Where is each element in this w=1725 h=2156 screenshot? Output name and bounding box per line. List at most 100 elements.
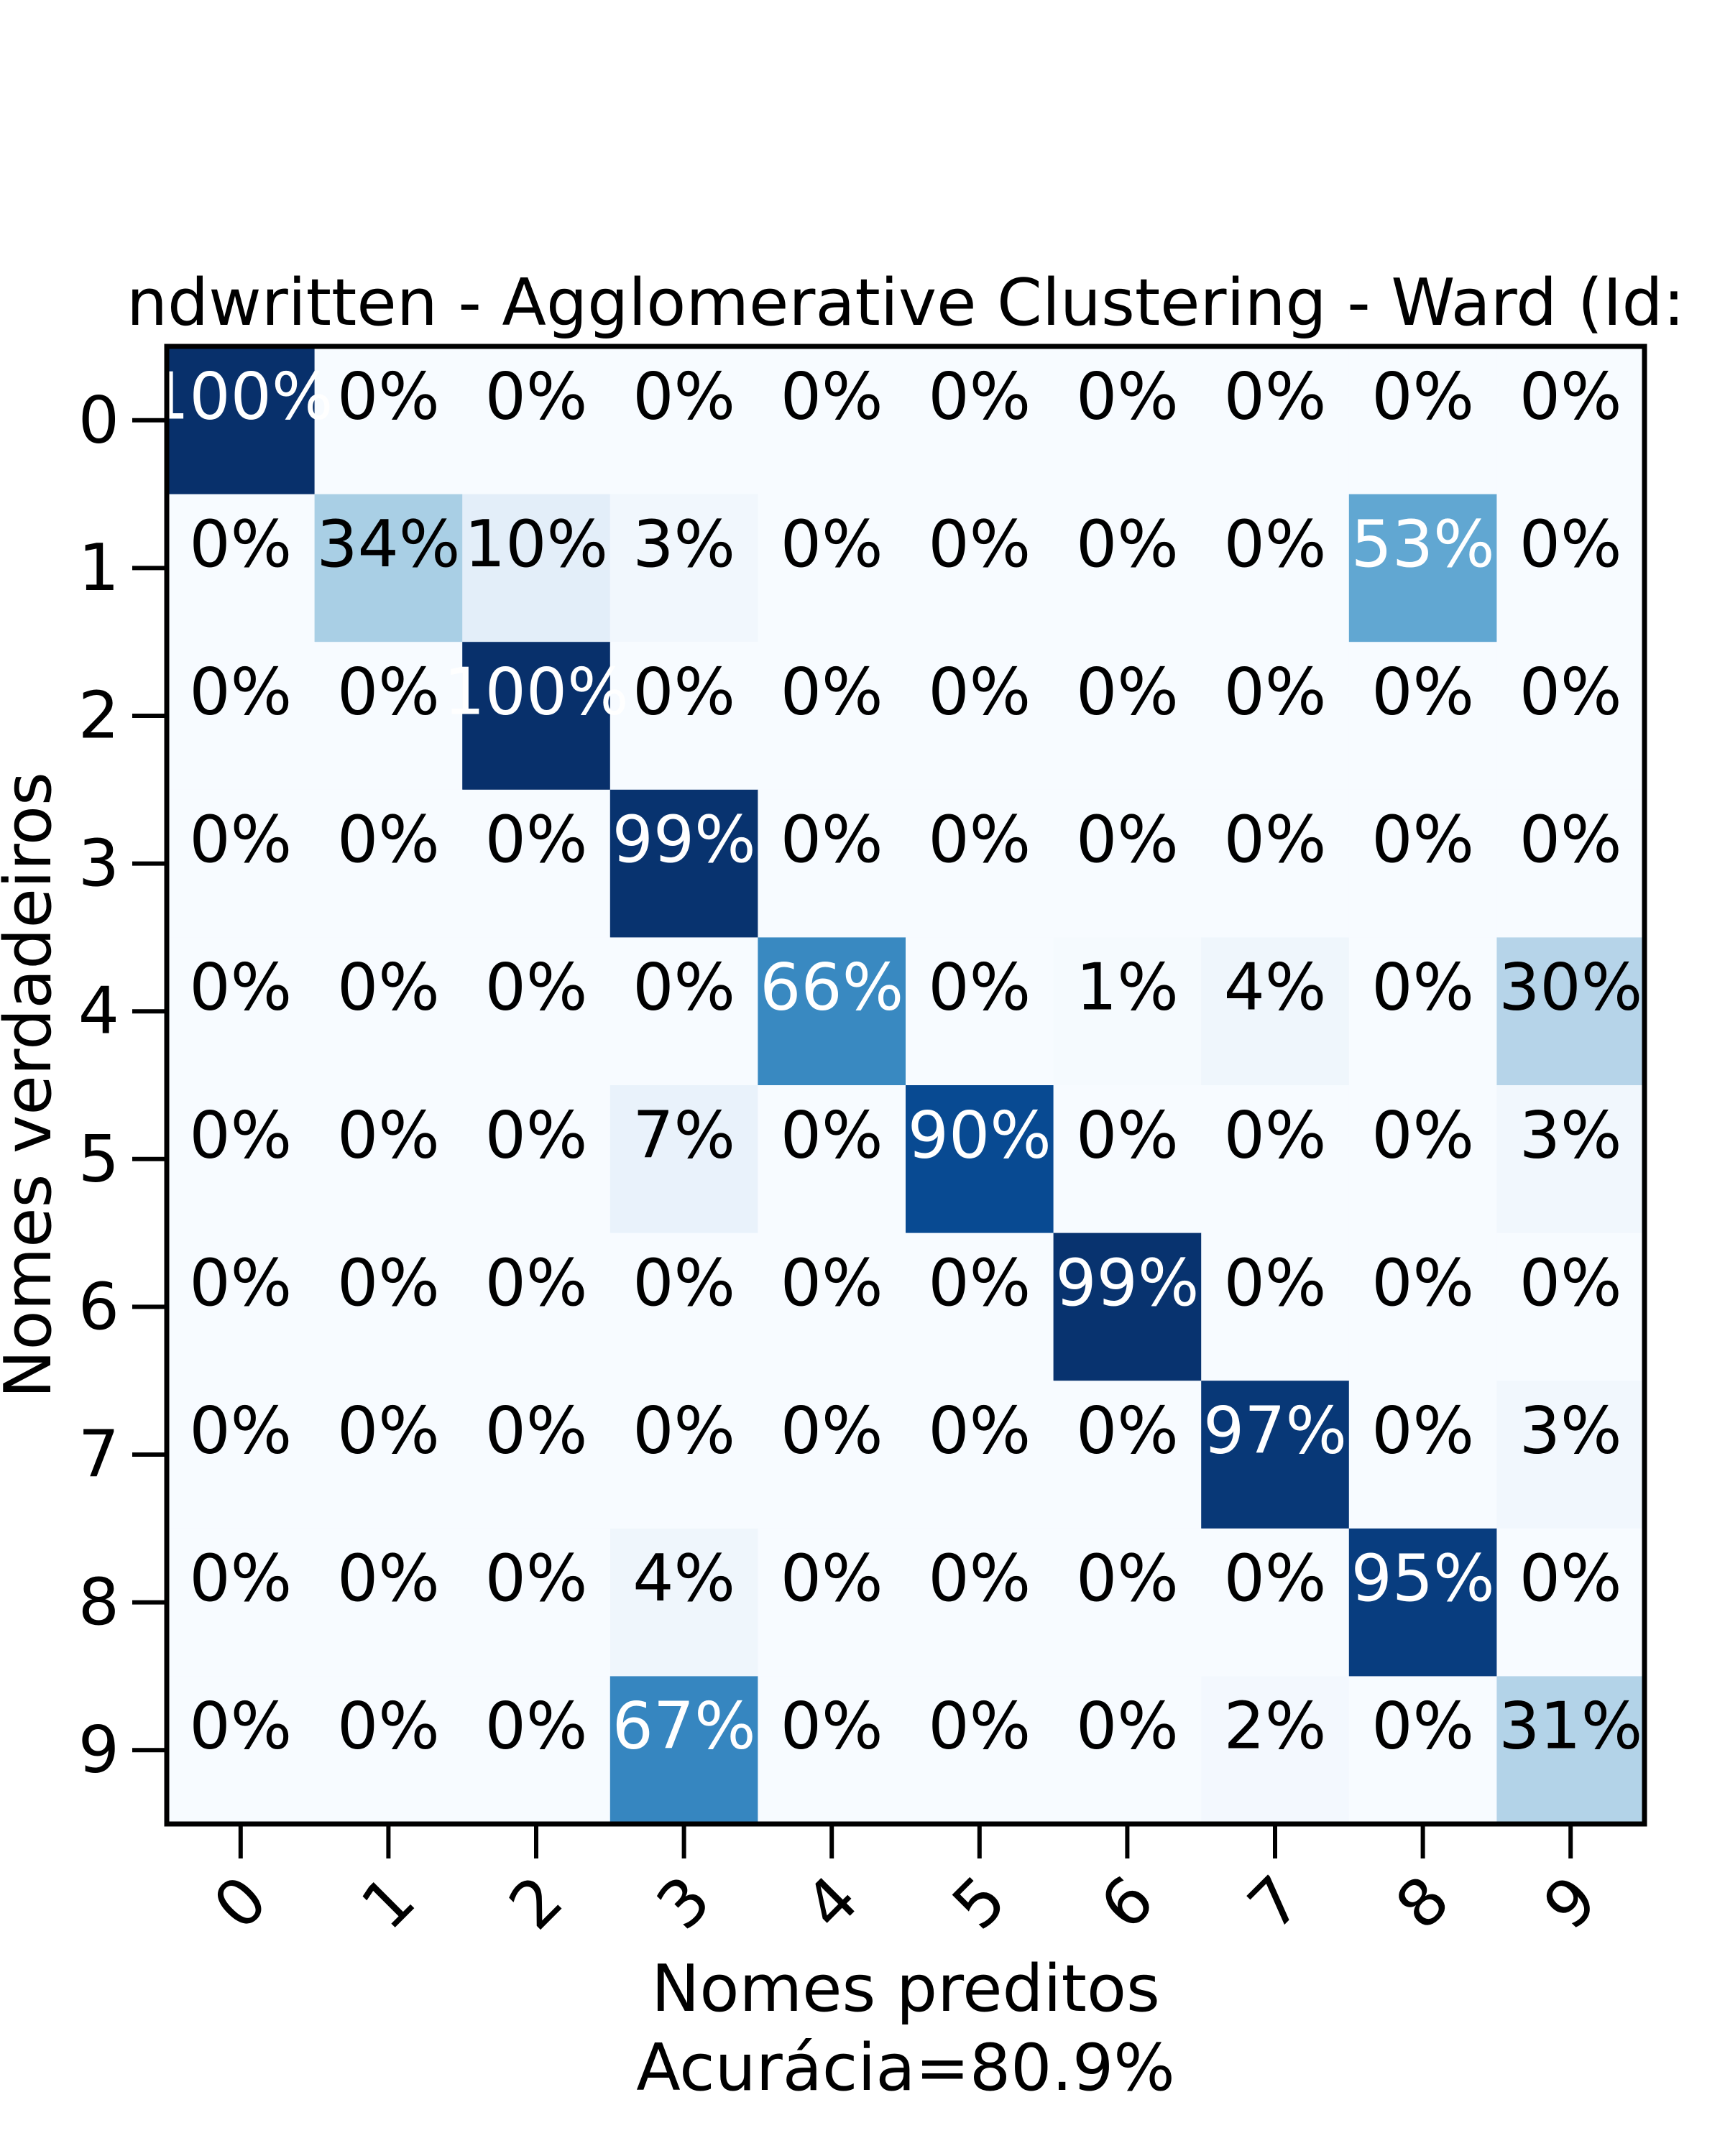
cell-label-3-9: 0% <box>1519 802 1622 877</box>
cell-label-7-9: 3% <box>1519 1393 1622 1469</box>
cell-3-4 <box>758 789 906 938</box>
cell-8-8 <box>1348 1528 1497 1677</box>
cell-label-7-7: 97% <box>1203 1393 1347 1469</box>
cell-5-3 <box>610 1085 758 1234</box>
cell-label-2-8: 0% <box>1371 655 1474 730</box>
cell-label-5-4: 0% <box>781 1097 883 1173</box>
cell-9-2 <box>462 1676 611 1825</box>
cell-label-2-9: 0% <box>1519 655 1622 730</box>
cell-7-6 <box>1053 1381 1202 1529</box>
cell-8-1 <box>314 1528 463 1677</box>
cell-label-1-3: 3% <box>632 507 735 582</box>
cell-7-9 <box>1496 1381 1645 1529</box>
cell-3-8 <box>1348 789 1497 938</box>
cell-5-2 <box>462 1085 611 1234</box>
y-tick-label-9: 9 <box>78 1713 119 1788</box>
cell-label-4-8: 0% <box>1371 950 1474 1026</box>
cell-9-3 <box>610 1676 758 1825</box>
cell-1-4 <box>758 494 906 642</box>
cell-label-6-0: 0% <box>189 1245 292 1321</box>
y-tick-label-1: 1 <box>78 530 119 606</box>
cell-2-4 <box>758 642 906 791</box>
cell-8-2 <box>462 1528 611 1677</box>
x-axis-label: Nomes preditos <box>651 1951 1160 2027</box>
cell-label-2-1: 0% <box>337 655 440 730</box>
cell-label-1-2: 10% <box>464 507 608 582</box>
cell-label-4-6: 1% <box>1076 950 1179 1026</box>
cell-3-5 <box>906 789 1054 938</box>
cell-3-3 <box>610 789 758 938</box>
cell-label-1-0: 0% <box>189 507 292 582</box>
cell-label-8-8: 95% <box>1351 1541 1495 1616</box>
cell-label-8-4: 0% <box>781 1541 883 1616</box>
cell-4-0 <box>167 937 316 1086</box>
cell-label-4-5: 0% <box>928 950 1031 1026</box>
cell-2-5 <box>906 642 1054 791</box>
cell-label-6-8: 0% <box>1371 1245 1474 1321</box>
cell-label-9-3: 67% <box>612 1689 756 1764</box>
cell-label-6-4: 0% <box>781 1245 883 1321</box>
cell-2-9 <box>1496 642 1645 791</box>
cell-0-2 <box>462 346 611 495</box>
cell-1-8 <box>1348 494 1497 642</box>
cell-label-3-0: 0% <box>189 802 292 877</box>
cell-2-2 <box>462 642 611 791</box>
cell-label-3-7: 0% <box>1224 802 1327 877</box>
cell-label-2-2: 100% <box>443 655 628 730</box>
cell-3-0 <box>167 789 316 938</box>
x-tick-label-0: 0 <box>199 1862 282 1945</box>
cell-label-0-4: 0% <box>781 359 883 434</box>
cell-1-9 <box>1496 494 1645 642</box>
cell-5-0 <box>167 1085 316 1234</box>
cell-4-6 <box>1053 937 1202 1086</box>
y-tick-label-6: 6 <box>78 1269 119 1345</box>
cell-8-5 <box>906 1528 1054 1677</box>
cell-label-6-7: 0% <box>1224 1245 1327 1321</box>
cell-label-3-5: 0% <box>928 802 1031 877</box>
cell-3-1 <box>314 789 463 938</box>
cell-label-2-7: 0% <box>1224 655 1327 730</box>
x-tick-label-9: 9 <box>1530 1862 1612 1945</box>
cell-label-8-3: 4% <box>632 1541 735 1616</box>
cell-label-4-3: 0% <box>632 950 735 1026</box>
cell-label-1-5: 0% <box>928 507 1031 582</box>
cell-label-3-3: 99% <box>612 802 756 877</box>
cell-8-9 <box>1496 1528 1645 1677</box>
cell-label-0-6: 0% <box>1076 359 1179 434</box>
cell-4-3 <box>610 937 758 1086</box>
cell-label-4-4: 66% <box>760 950 903 1026</box>
cell-5-1 <box>314 1085 463 1234</box>
x-tick-label-1: 1 <box>347 1862 430 1945</box>
cell-label-2-4: 0% <box>781 655 883 730</box>
cell-7-2 <box>462 1381 611 1529</box>
plot-frame <box>164 344 1647 1827</box>
cell-label-0-9: 0% <box>1519 359 1622 434</box>
cell-label-0-0: 100% <box>148 359 333 434</box>
cell-label-9-9: 31% <box>1499 1689 1642 1764</box>
x-tick-label-2: 2 <box>495 1862 578 1945</box>
y-tick-label-0: 0 <box>78 382 119 458</box>
cell-label-5-8: 0% <box>1371 1097 1474 1173</box>
cell-label-9-1: 0% <box>337 1689 440 1764</box>
cell-3-9 <box>1496 789 1645 938</box>
cell-2-1 <box>314 642 463 791</box>
cell-label-9-6: 0% <box>1076 1689 1179 1764</box>
y-tick-label-7: 7 <box>78 1417 119 1493</box>
cell-4-7 <box>1201 937 1350 1086</box>
y-axis-ticks: 0 1 2 3 4 5 6 7 8 9 <box>78 382 167 1788</box>
cell-label-5-3: 7% <box>632 1097 735 1173</box>
cell-label-5-1: 0% <box>337 1097 440 1173</box>
cell-4-2 <box>462 937 611 1086</box>
cell-0-9 <box>1496 346 1645 495</box>
cell-0-0 <box>167 346 316 495</box>
cell-label-6-2: 0% <box>485 1245 588 1321</box>
cell-0-7 <box>1201 346 1350 495</box>
cell-0-5 <box>906 346 1054 495</box>
cell-5-8 <box>1348 1085 1497 1234</box>
cell-label-9-8: 0% <box>1371 1689 1474 1764</box>
cell-7-1 <box>314 1381 463 1529</box>
cell-4-5 <box>906 937 1054 1086</box>
cell-9-4 <box>758 1676 906 1825</box>
cell-9-7 <box>1201 1676 1350 1825</box>
